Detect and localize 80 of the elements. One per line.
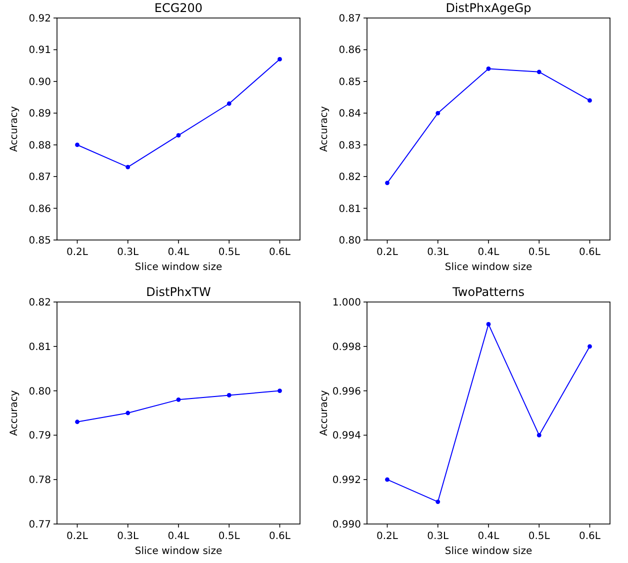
x-tick-label: 0.4L bbox=[478, 531, 500, 542]
y-tick-label: 0.89 bbox=[28, 108, 51, 120]
y-tick-label: 0.79 bbox=[28, 430, 51, 442]
y-tick-label: 0.998 bbox=[332, 342, 361, 353]
y-tick-label: 0.82 bbox=[28, 298, 51, 308]
point bbox=[385, 477, 390, 482]
x-tick-label: 0.3L bbox=[117, 531, 140, 542]
y-tick-label: 0.80 bbox=[28, 386, 51, 398]
y-tick-label: 0.86 bbox=[28, 204, 51, 215]
point bbox=[278, 57, 282, 62]
point bbox=[436, 110, 440, 116]
y-tick-label: 0.80 bbox=[338, 236, 361, 246]
x-tick-label: 0.3L bbox=[427, 247, 450, 258]
y-tick-label: 0.81 bbox=[338, 204, 361, 215]
y-axis-title: Accuracy bbox=[319, 106, 330, 152]
y-tick-label: 0.83 bbox=[338, 140, 361, 152]
point bbox=[436, 500, 440, 504]
y-tick-label: 0.87 bbox=[28, 172, 51, 184]
x-tick-label: 0.5L bbox=[218, 531, 240, 542]
point bbox=[536, 433, 542, 438]
x-axis-title: Slice window size bbox=[134, 262, 222, 273]
y-tick-label: 0.85 bbox=[338, 76, 361, 88]
x-tick-label: 0.6L bbox=[579, 247, 601, 258]
x-tick-label: 0.2L bbox=[66, 247, 88, 258]
x-tick-label: 0.2L bbox=[376, 531, 398, 542]
y-tick-label: 0.85 bbox=[28, 236, 51, 246]
y-axis-title: Accuracy bbox=[9, 106, 20, 152]
x-axis-title: Slice window size bbox=[134, 546, 222, 557]
y-tick-label: 0.88 bbox=[28, 140, 51, 152]
y-axis-title: Accuracy bbox=[319, 390, 330, 436]
y-tick-label: 0.92 bbox=[28, 14, 51, 24]
y-tick-label: 0.990 bbox=[332, 520, 361, 530]
point bbox=[385, 180, 390, 186]
y-tick-label: 0.87 bbox=[338, 14, 361, 24]
y-tick-label: 0.996 bbox=[332, 386, 361, 398]
y-tick-label: 0.77 bbox=[28, 520, 51, 530]
x-tick-label: 0.6L bbox=[269, 531, 291, 542]
y-tick-label: 0.994 bbox=[332, 430, 361, 442]
x-tick-label: 0.5L bbox=[528, 247, 550, 258]
y-axis-title: Accuracy bbox=[9, 390, 20, 436]
point bbox=[75, 142, 80, 148]
point bbox=[176, 133, 181, 138]
x-tick-label: 0.5L bbox=[218, 247, 240, 258]
x-tick-label: 0.2L bbox=[66, 531, 88, 542]
x-tick-label: 0.4L bbox=[478, 247, 500, 258]
y-tick-label: 0.84 bbox=[338, 108, 361, 120]
y-tick-label: 0.78 bbox=[28, 475, 51, 486]
x-tick-label: 0.4L bbox=[168, 247, 190, 258]
point bbox=[126, 164, 130, 170]
x-tick-label: 0.3L bbox=[117, 247, 140, 258]
chart-title: TwoPatterns bbox=[452, 285, 524, 299]
point bbox=[536, 70, 542, 74]
x-tick-label: 0.6L bbox=[579, 531, 601, 542]
point bbox=[486, 322, 491, 326]
chart-title: DistPhxTW bbox=[146, 285, 211, 299]
x-tick-label: 0.6L bbox=[269, 247, 291, 258]
x-axis-title: Slice window size bbox=[444, 262, 532, 273]
x-tick-label: 0.2L bbox=[376, 247, 398, 258]
point bbox=[176, 397, 181, 402]
x-tick-label: 0.4L bbox=[168, 531, 190, 542]
y-tick-label: 0.91 bbox=[28, 45, 51, 56]
y-tick-label: 0.90 bbox=[28, 76, 51, 88]
x-tick-label: 0.3L bbox=[427, 531, 450, 542]
point bbox=[75, 420, 80, 424]
y-tick-label: 0.82 bbox=[338, 172, 361, 184]
y-tick-label: 1.000 bbox=[332, 298, 361, 308]
chart-title: DistPhxAgeGp bbox=[446, 1, 532, 15]
point bbox=[126, 410, 130, 416]
point bbox=[588, 344, 592, 349]
x-tick-label: 0.5L bbox=[528, 531, 550, 542]
point bbox=[226, 101, 232, 106]
y-tick-label: 0.81 bbox=[28, 342, 51, 353]
y-tick-label: 0.992 bbox=[332, 475, 361, 486]
point bbox=[486, 66, 491, 71]
point bbox=[588, 98, 592, 103]
x-axis-title: Slice window size bbox=[444, 546, 532, 557]
chart-title: ECG200 bbox=[154, 1, 203, 15]
y-tick-label: 0.86 bbox=[338, 45, 361, 56]
point bbox=[278, 388, 282, 393]
point bbox=[226, 393, 232, 398]
